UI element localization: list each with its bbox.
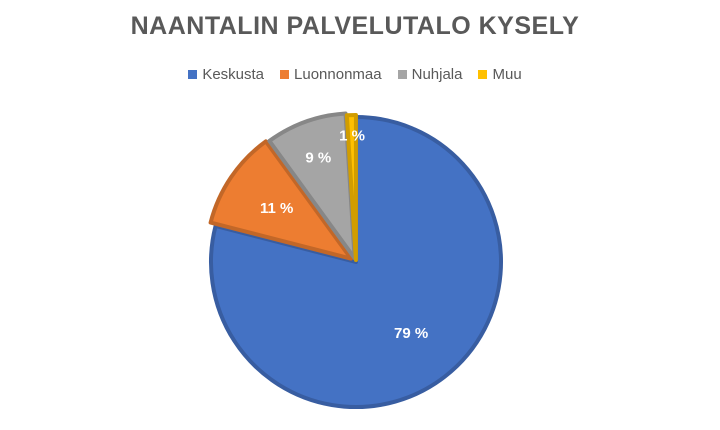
legend-swatch-keskusta [188,70,198,79]
legend-swatch-nuhjala [397,70,407,79]
legend-item-keskusta: Keskusta [188,66,264,83]
data-label-keskusta: 79 % [394,325,428,342]
pie-chart: 79 % 11 % 9 % 1 % [208,111,503,409]
data-label-muu: 1 % [339,127,365,144]
pie-slice-luonnonmaa[interactable] [208,139,354,261]
legend-label-nuhjala: Nuhjala [411,66,463,83]
legend-label-keskusta: Keskusta [202,66,265,83]
legend-item-muu: Muu [478,66,522,83]
data-label-nuhjala: 9 % [305,149,331,166]
chart-area[interactable]: NAANTALIN PALVELUTALO KYSELY Keskusta Lu… [0,0,710,426]
chart-title: NAANTALIN PALVELUTALO KYSELY [130,12,580,40]
legend-label-luonnonmaa: Luonnonmaa [294,66,382,83]
legend-label-muu: Muu [492,66,522,83]
data-label-luonnonmaa: 11 % [260,200,293,217]
legend-swatch-muu [478,70,488,79]
pie-slice-muu[interactable] [344,113,358,263]
legend: Keskusta Luonnonmaa Nuhjala Muu [0,66,710,83]
legend-item-luonnonmaa: Luonnonmaa [280,66,382,83]
pie-slice-nuhjala[interactable] [267,111,357,261]
legend-item-nuhjala: Nuhjala [397,66,463,83]
legend-swatch-luonnonmaa [280,70,290,79]
